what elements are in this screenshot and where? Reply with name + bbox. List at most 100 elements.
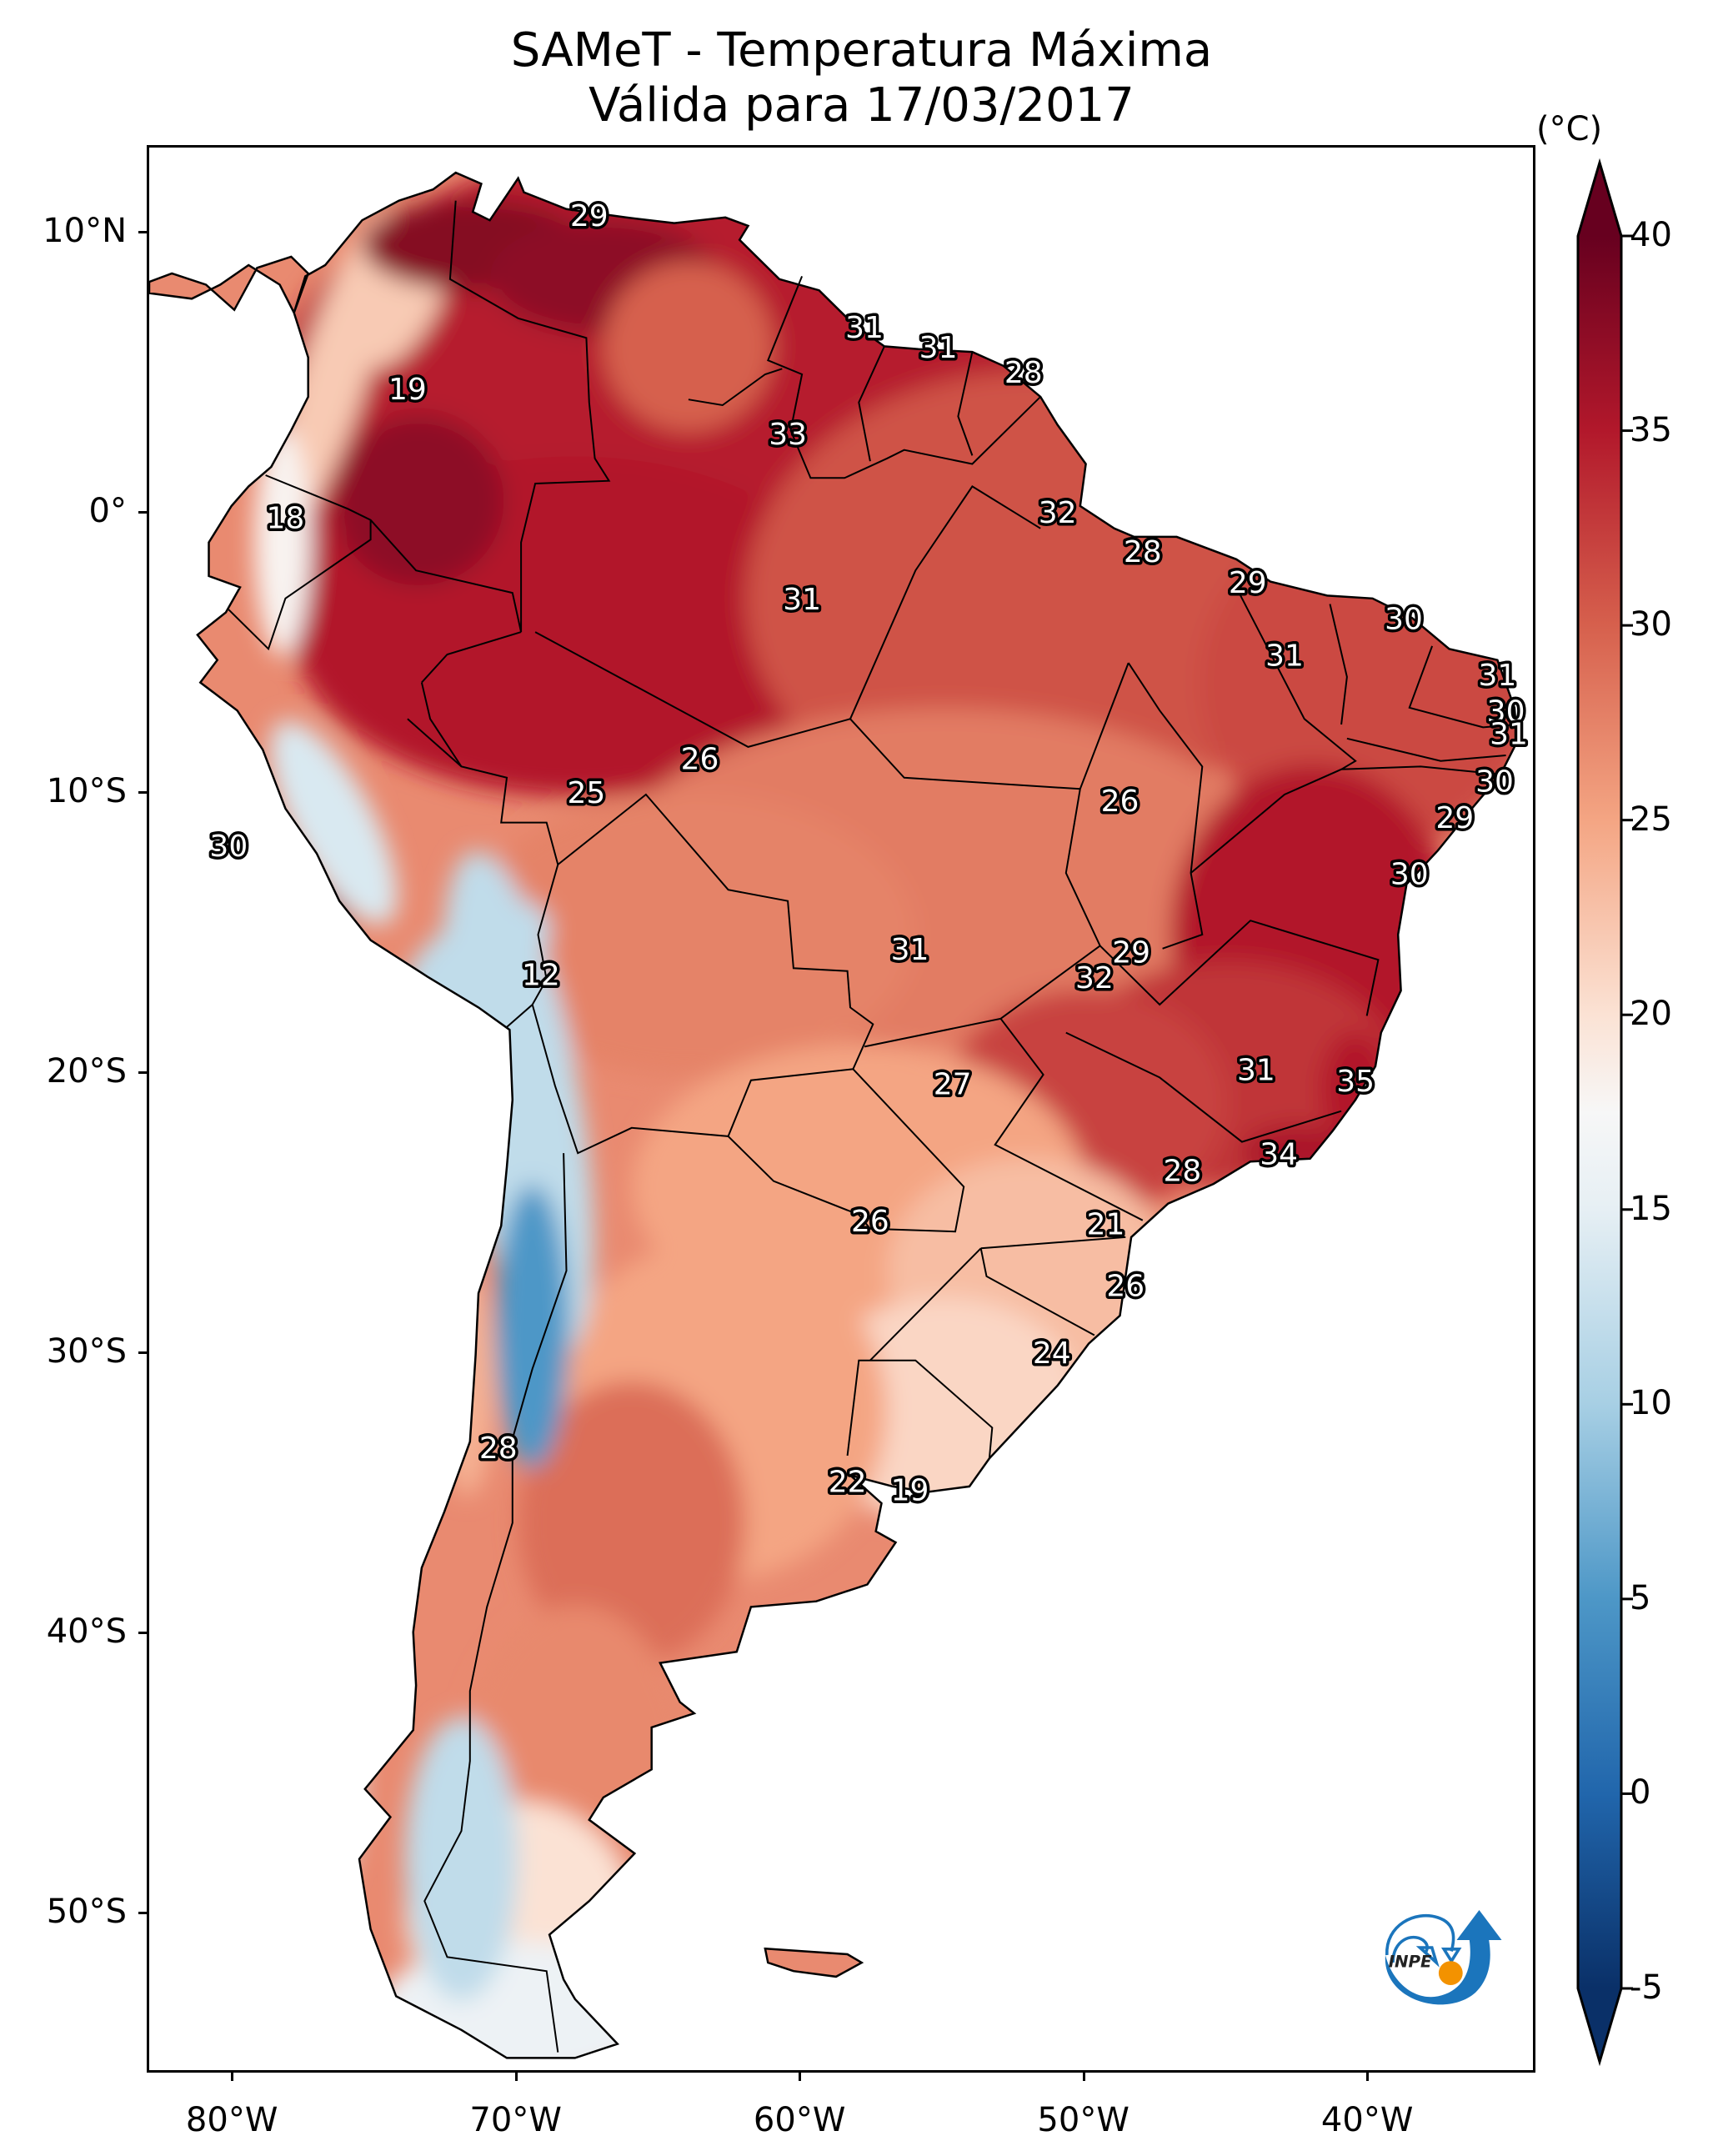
longitude-tick-label: 80°W: [185, 2101, 278, 2139]
station-value-label: 35: [1336, 1065, 1375, 1099]
temperature-blob: [269, 720, 398, 925]
logo-sun-dot: [1438, 1961, 1463, 1985]
temperature-blob: [404, 1717, 518, 2001]
colorbar-tick-label: 35: [1630, 410, 1672, 449]
colorbar-extend-max: [1578, 163, 1621, 236]
station-value-label: 25: [567, 776, 605, 810]
state-border: [864, 662, 1129, 1048]
logo-swoosh-icon: [1385, 1910, 1502, 2005]
logo-text: INPE: [1389, 1952, 1432, 1971]
temperature-blob: [248, 1633, 363, 1917]
station-value-label: 32: [1075, 961, 1114, 995]
latitude-tick-label: 40°S: [46, 1612, 127, 1651]
station-value-label: 29: [1112, 936, 1150, 970]
longitude-tick-label: 50°W: [1037, 2101, 1129, 2139]
state-border: [1346, 737, 1506, 762]
station-value-label: 28: [1124, 535, 1162, 569]
state-border: [1127, 662, 1204, 950]
latitude-tick-mark: [138, 231, 147, 233]
station-value-label: 19: [891, 1474, 929, 1508]
station-value-label: 32: [1039, 496, 1077, 530]
border-uruguay: [846, 1359, 994, 1459]
logo-orbit-icon: [1385, 1913, 1455, 1956]
temperature-field: [248, 173, 1518, 2058]
longitude-tick-label: 40°W: [1320, 2101, 1414, 2139]
colorbar-tick-label: 20: [1630, 995, 1672, 1034]
latitude-tick-label: 10°N: [43, 212, 127, 250]
station-value-label: 31: [919, 331, 958, 365]
longitude-tick-mark: [231, 2073, 234, 2081]
temperature-blob: [272, 212, 396, 537]
latitude-tick-label: 20°S: [46, 1052, 127, 1091]
border-colombia-venezuela: [448, 200, 611, 633]
station-value-label: 29: [1229, 566, 1267, 600]
longitude-tick-mark: [514, 2073, 518, 2081]
border-venezuela-brazil: [688, 368, 783, 407]
station-value-label: 18: [267, 502, 305, 536]
longitude-tick-mark: [1366, 2073, 1370, 2081]
border-peru-brazil: [421, 631, 522, 684]
colorbar-tick-label: 30: [1630, 605, 1672, 644]
border-guyana-suriname: [858, 345, 885, 462]
state-border: [1065, 1031, 1342, 1143]
map-plot-area: 29 31 31 28 19 33 32 18 28 29 31 30 31 31 30 31 26 30 25 26…: [147, 145, 1535, 2073]
station-value-label: 31: [845, 311, 884, 345]
border-argentina-brazil: [869, 1247, 982, 1361]
station-value-label: 30: [1487, 695, 1525, 730]
border-paraguay: [727, 1068, 965, 1233]
temperature-blob: [333, 415, 504, 586]
latitude-tick-mark: [138, 1912, 147, 1914]
state-border: [1408, 645, 1518, 729]
colorbar: [1576, 158, 1633, 2067]
colorbar-extend-min: [1578, 1988, 1621, 2062]
colorbar-tick-label: 10: [1630, 1384, 1672, 1423]
station-value-label: 30: [209, 830, 248, 864]
station-value-label: 26: [851, 1205, 889, 1239]
colorbar-tick-label: 25: [1630, 800, 1672, 839]
temperature-blob: [461, 793, 915, 1076]
colorbar-tick-label: 40: [1630, 216, 1672, 254]
latitude-tick-mark: [138, 791, 147, 794]
latitude-tick-label: 10°S: [46, 772, 127, 810]
station-value-label: 30: [1385, 603, 1423, 637]
latitude-tick-label: 0°: [88, 492, 127, 530]
latitude-tick-label: 50°S: [46, 1893, 127, 1931]
station-value-label: 31: [1478, 659, 1516, 693]
latitude-tick-mark: [138, 511, 147, 514]
border-colombia-peru: [265, 474, 523, 633]
station-value-label: 30: [1475, 765, 1514, 800]
station-value-label: 31: [1490, 717, 1528, 751]
latitude-tick-mark: [138, 1071, 147, 1074]
longitude-tick-label: 70°W: [469, 2101, 562, 2139]
border-acre: [407, 718, 463, 768]
border-peru-bolivia: [420, 682, 559, 1028]
temperature-blob: [291, 892, 348, 977]
station-value-label: 28: [1004, 356, 1043, 390]
temperature-blob: [603, 261, 774, 432]
state-border: [1329, 604, 1348, 725]
state-border: [994, 1018, 1144, 1221]
station-value-label: 31: [891, 933, 929, 967]
colorbar-unit-label: (°C): [1536, 110, 1603, 148]
coastline: [149, 171, 1519, 2059]
station-value-label: 26: [681, 743, 719, 777]
station-value-label: 26: [1106, 1269, 1144, 1303]
station-value-label: 29: [1435, 801, 1474, 835]
colorbar-tick-label: 15: [1630, 1189, 1672, 1228]
station-value-label: 30: [1390, 857, 1429, 891]
station-value-label: 33: [769, 418, 807, 452]
latitude-tick-mark: [138, 1632, 147, 1634]
station-value-label: 27: [934, 1067, 972, 1101]
longitude-tick-mark: [799, 2073, 802, 2081]
state-border: [979, 1248, 1095, 1336]
station-value-label: 34: [1260, 1137, 1298, 1171]
station-value-label: 24: [1033, 1336, 1071, 1371]
border-guianas-brazil: [767, 276, 1041, 479]
colorbar-gradient: [1578, 236, 1621, 1988]
temperature-blob: [495, 1185, 569, 1469]
border-suriname-guiana: [957, 351, 974, 456]
station-value-label: 28: [479, 1431, 518, 1466]
station-value-label: 31: [1237, 1054, 1275, 1088]
